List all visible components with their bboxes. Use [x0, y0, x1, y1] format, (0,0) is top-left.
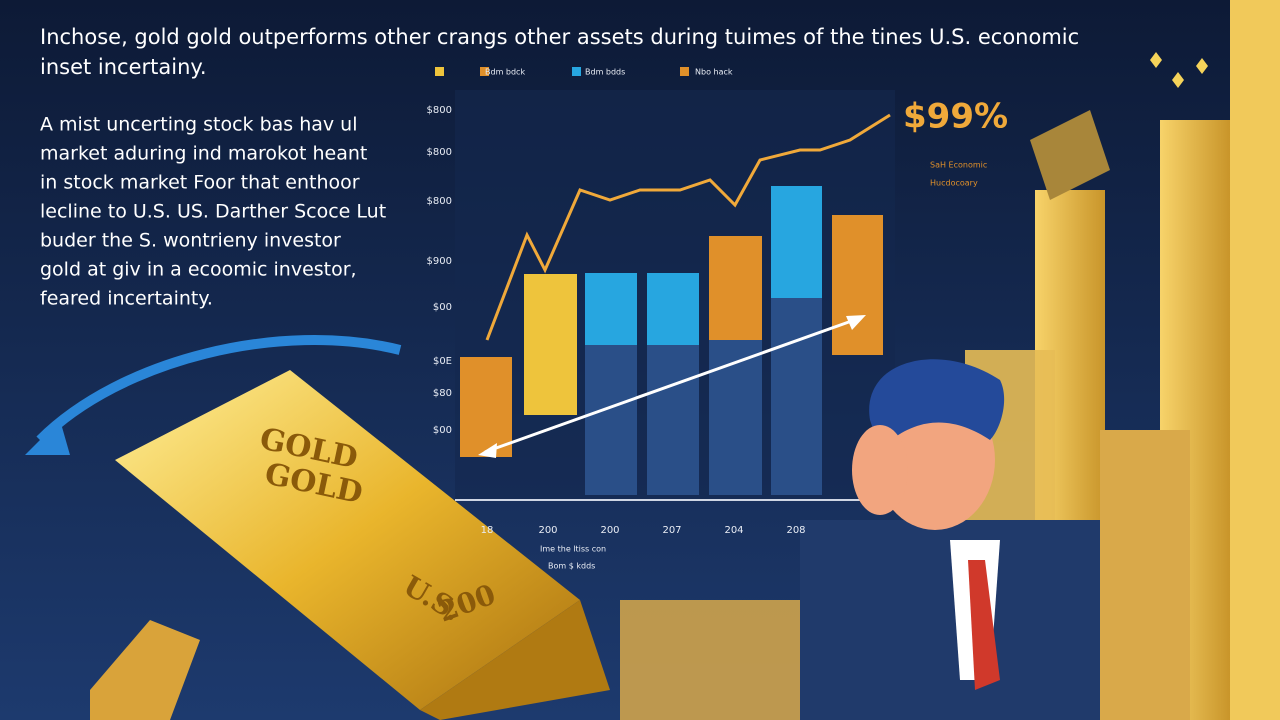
paragraph: A mist uncerting stock bas hav ul market …	[40, 114, 386, 310]
x-label: 18	[481, 525, 494, 536]
x-label: 208	[786, 525, 805, 536]
note: SaH Economic	[930, 161, 987, 170]
x-label: 204	[724, 525, 743, 536]
y-label: $00	[433, 425, 452, 436]
y-label: $80	[433, 388, 452, 399]
legend-label: Bdm bdds	[585, 68, 625, 77]
y-label: $800	[427, 105, 452, 116]
bars	[460, 186, 883, 495]
paragraph-line: gold at giv in a ecoomic investor,	[40, 259, 357, 281]
x-labels: 18 200 200 207 204 208	[481, 525, 806, 536]
legend-label: Bdm bdck	[485, 68, 525, 77]
y-label: $800	[427, 196, 452, 207]
note: Hucdocoary	[930, 179, 978, 188]
y-labels: $800 $800 $800 $900 $00 $0E $80 $00	[427, 105, 452, 436]
paragraph-line: in stock market Foor that enthoor	[40, 172, 360, 194]
gold-bar	[90, 370, 610, 720]
y-label: $00	[433, 302, 452, 313]
paragraph-line: market aduring ind marokot heant	[40, 143, 367, 165]
legend-label: Nbo hack	[695, 68, 733, 77]
chart	[435, 67, 895, 501]
callout: $99%	[903, 97, 1008, 137]
y-label: $800	[427, 147, 452, 158]
y-label: $0E	[433, 356, 452, 367]
header-line: inset incertainy.	[40, 55, 207, 79]
x-label: 207	[662, 525, 681, 536]
paragraph-line: feared incertainty.	[40, 288, 213, 310]
legend-swatches	[435, 67, 689, 76]
arrow	[484, 316, 861, 454]
paragraph-line: A mist uncerting stock bas hav ul	[40, 114, 358, 136]
header-line: Inchose, gold gold outperforms other cra…	[40, 25, 1079, 49]
paragraph-line: lecline to U.S. US. Darther Scoce Lut	[40, 201, 386, 223]
paragraph-line: buder the S. wontrieny investor	[40, 230, 341, 252]
y-label: $900	[427, 256, 452, 267]
x-label: 200	[600, 525, 619, 536]
man	[800, 359, 1100, 720]
footer-note: Ime the ltiss con	[540, 545, 606, 554]
curved-arrow	[36, 335, 402, 444]
trend-line	[485, 113, 891, 341]
x-label: 200	[538, 525, 557, 536]
footer-note: Bom $ kdds	[548, 562, 595, 571]
